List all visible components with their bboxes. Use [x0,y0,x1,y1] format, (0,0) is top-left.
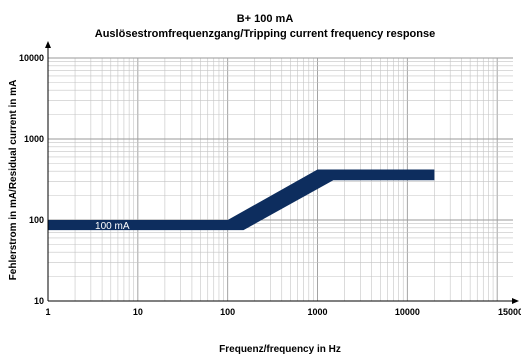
x-tick-label: 100 [220,307,235,317]
y-tick-labels: 10 100 1000 10000 [19,53,44,306]
x-tick-label: 10 [133,307,143,317]
response-band: 100 mA [48,169,435,232]
x-axis-label: Frequenz/frequency in Hz [219,344,341,355]
y-tick-label: 100 [29,215,44,225]
x-tick-label: 1 [45,307,50,317]
x-tick-label: 10000 [395,307,420,317]
y-tick-label: 10000 [19,53,44,63]
x-tick-label: 1000 [307,307,327,317]
y-axis-arrow [45,41,51,48]
y-tick-label: 10 [34,296,44,306]
y-axis-label: Fehlerstrom in mA/Residual current in mA [8,80,19,281]
band-label: 100 mA [95,221,130,232]
chart-title: B+ 100 mA [237,13,294,25]
chart-subtitle: Auslösestromfrequenzgang/Tripping curren… [95,28,435,40]
axes [45,41,519,304]
x-tick-labels: 1 10 100 1000 10000 150000 [45,307,521,317]
y-tick-label: 1000 [24,134,44,144]
grid [47,57,513,302]
x-tick-label: 150000 [498,307,521,317]
x-axis-arrow [512,298,519,304]
band-shape [48,169,435,231]
